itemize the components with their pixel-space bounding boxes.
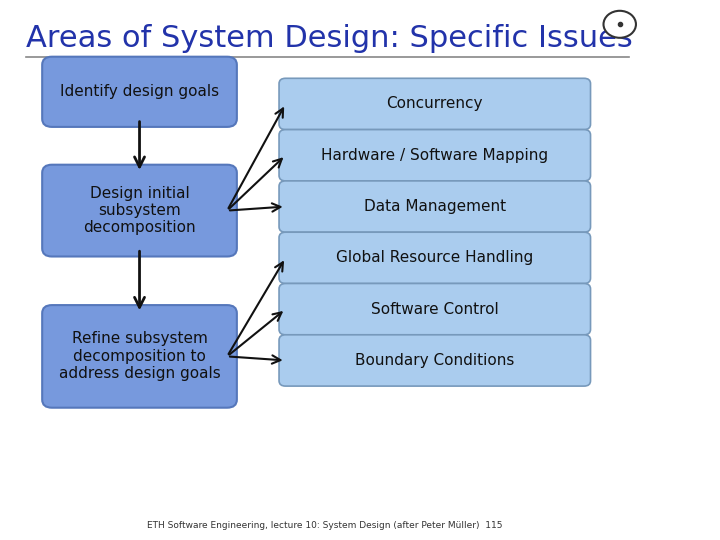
- Text: Areas of System Design: Specific Issues: Areas of System Design: Specific Issues: [26, 24, 633, 53]
- Text: Concurrency: Concurrency: [387, 97, 483, 111]
- Circle shape: [603, 11, 636, 38]
- Text: Design initial
subsystem
decomposition: Design initial subsystem decomposition: [84, 186, 196, 235]
- FancyBboxPatch shape: [42, 165, 237, 256]
- Text: Refine subsystem
decomposition to
address design goals: Refine subsystem decomposition to addres…: [58, 332, 220, 381]
- Text: Data Management: Data Management: [364, 199, 506, 214]
- Text: Software Control: Software Control: [371, 302, 499, 316]
- Text: Identify design goals: Identify design goals: [60, 84, 219, 99]
- Text: Boundary Conditions: Boundary Conditions: [355, 353, 515, 368]
- FancyBboxPatch shape: [42, 305, 237, 408]
- FancyBboxPatch shape: [42, 57, 237, 127]
- FancyBboxPatch shape: [279, 232, 590, 284]
- Text: ETH Software Engineering, lecture 10: System Design (after Peter Müller)  115: ETH Software Engineering, lecture 10: Sy…: [147, 521, 503, 530]
- FancyBboxPatch shape: [279, 335, 590, 386]
- FancyBboxPatch shape: [279, 181, 590, 232]
- FancyBboxPatch shape: [279, 284, 590, 335]
- FancyBboxPatch shape: [279, 130, 590, 181]
- Text: Global Resource Handling: Global Resource Handling: [336, 251, 534, 265]
- Text: Hardware / Software Mapping: Hardware / Software Mapping: [321, 148, 549, 163]
- FancyBboxPatch shape: [279, 78, 590, 130]
